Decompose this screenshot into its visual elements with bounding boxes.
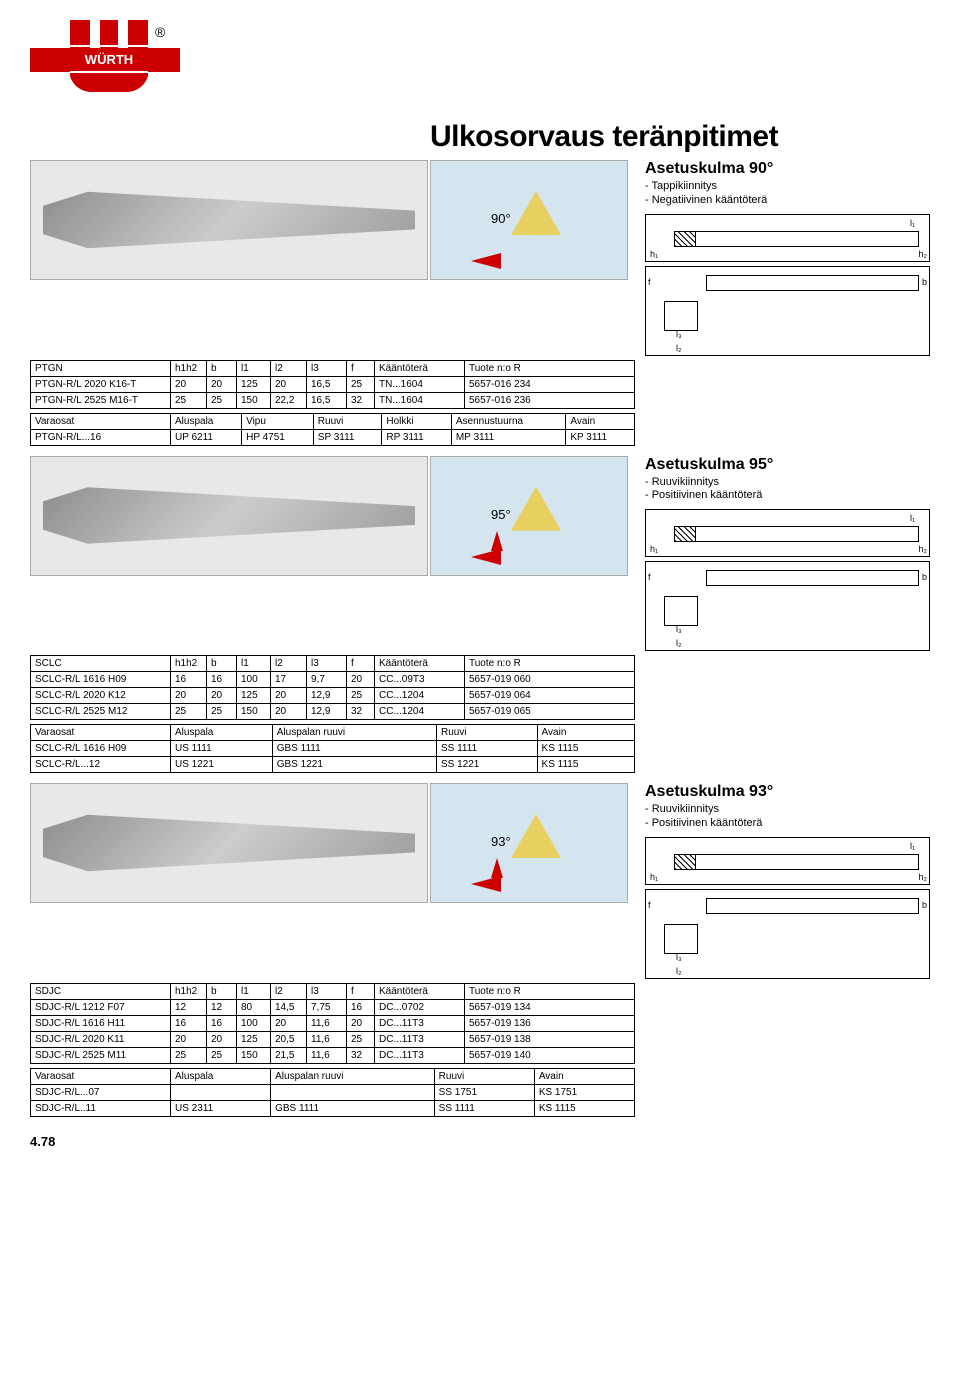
section-heading: Asetuskulma 95° xyxy=(645,456,930,474)
spec-table: SCLCh1h2bl1l2l3fKääntöteräTuote n:o RSCL… xyxy=(30,655,635,720)
table-header: Kääntöterä xyxy=(375,360,465,376)
table-header: l2 xyxy=(271,983,307,999)
section-heading: Asetuskulma 90° xyxy=(645,160,930,178)
table-header: l3 xyxy=(307,983,347,999)
bullet: - Negatiivinen kääntöterä xyxy=(645,194,930,208)
parts-table: VaraosatAluspalaAluspalan ruuviRuuviAvai… xyxy=(30,1068,635,1117)
bullet: - Tappikiinnitys xyxy=(645,180,930,194)
table-header: Varaosat xyxy=(31,1068,171,1084)
tool-photo xyxy=(30,456,428,576)
table-row: SDJC-R/L..11US 2311GBS 1111SS 1111KS 111… xyxy=(31,1100,635,1116)
angle-illustration: 90° xyxy=(430,160,628,280)
svg-text:WÜRTH: WÜRTH xyxy=(85,52,133,67)
bullet: - Ruuvikiinnitys xyxy=(645,803,930,817)
table-row: SCLC-R/L 1616 H091616100179,720CC...09T3… xyxy=(31,672,635,688)
table-row: SDJC-R/L 2525 M11252515021,511,632DC...1… xyxy=(31,1047,635,1063)
spec-table: PTGNh1h2bl1l2l3fKääntöteräTuote n:o RPTG… xyxy=(30,360,635,409)
table-header: Holkki xyxy=(382,413,451,429)
table-header: Tuote n:o R xyxy=(465,983,635,999)
bullet: - Positiivinen kääntöterä xyxy=(645,489,930,503)
table-row: PTGN-R/L 2020 K16-T20201252016,525TN...1… xyxy=(31,376,635,392)
top-diagram: fbl₃l₂ xyxy=(645,266,930,356)
table-header: Varaosat xyxy=(31,725,171,741)
registered-icon: ® xyxy=(155,24,165,40)
table-header: Avain xyxy=(566,413,635,429)
table-header: Asennustuurna xyxy=(451,413,566,429)
table-header: Ruuvi xyxy=(313,413,382,429)
table-header: f xyxy=(347,983,375,999)
table-header: Avain xyxy=(534,1068,634,1084)
table-row: SCLC-R/L 2020 K1220201252012,925CC...120… xyxy=(31,688,635,704)
table-header: h1h2 xyxy=(171,360,207,376)
table-header: Aluspalan ruuvi xyxy=(272,725,436,741)
table-header: Tuote n:o R xyxy=(465,360,635,376)
angle-illustration: 95° xyxy=(430,456,628,576)
table-header: SCLC xyxy=(31,656,171,672)
table-header: Vipu xyxy=(242,413,314,429)
table-header: b xyxy=(207,656,237,672)
table-header: l3 xyxy=(307,656,347,672)
top-diagram: fbl₃l₂ xyxy=(645,889,930,979)
table-header: Avain xyxy=(537,725,634,741)
table-header: l2 xyxy=(271,656,307,672)
table-row: SDJC-R/L...07SS 1751KS 1751 xyxy=(31,1084,635,1100)
table-header: l3 xyxy=(307,360,347,376)
table-header: f xyxy=(347,360,375,376)
tool-photo xyxy=(30,160,428,280)
table-header: Kääntöterä xyxy=(375,983,465,999)
table-header: SDJC xyxy=(31,983,171,999)
table-header: l1 xyxy=(237,983,271,999)
table-header: l1 xyxy=(237,360,271,376)
table-header: b xyxy=(207,360,237,376)
top-diagram: fbl₃l₂ xyxy=(645,561,930,651)
table-header: f xyxy=(347,656,375,672)
parts-table: VaraosatAluspalaVipuRuuviHolkkiAsennustu… xyxy=(30,413,635,446)
spec-table: SDJCh1h2bl1l2l3fKääntöteräTuote n:o RSDJ… xyxy=(30,983,635,1064)
table-header: Kääntöterä xyxy=(375,656,465,672)
table-row: SCLC-R/L 1616 H09US 1111GBS 1111SS 1111K… xyxy=(31,741,635,757)
table-row: SDJC-R/L 1616 H1116161002011,620DC...11T… xyxy=(31,1015,635,1031)
table-header: h1h2 xyxy=(171,656,207,672)
table-header: l1 xyxy=(237,656,271,672)
table-header: Aluspalan ruuvi xyxy=(271,1068,435,1084)
tool-photo xyxy=(30,783,428,903)
table-row: SCLC-R/L...12US 1221GBS 1221SS 1221KS 11… xyxy=(31,757,635,773)
table-row: SDJC-R/L 2020 K11202012520,511,625DC...1… xyxy=(31,1031,635,1047)
page-title: Ulkosorvaus teränpitimet xyxy=(430,120,930,154)
table-header: Varaosat xyxy=(31,413,171,429)
angle-illustration: 93° xyxy=(430,783,628,903)
brand-logo: WÜRTH ® xyxy=(30,20,930,100)
table-row: PTGN-R/L 2525 M16-T252515022,216,532TN..… xyxy=(31,392,635,408)
table-header: l2 xyxy=(271,360,307,376)
table-header: b xyxy=(207,983,237,999)
table-header: Tuote n:o R xyxy=(465,656,635,672)
bullet: - Positiivinen kääntöterä xyxy=(645,817,930,831)
table-header: Ruuvi xyxy=(434,1068,534,1084)
table-row: PTGN-R/L...16UP 6211HP 4751SP 3111RP 311… xyxy=(31,429,635,445)
side-diagram: l₁h₁h₂ xyxy=(645,509,930,557)
table-header: h1h2 xyxy=(171,983,207,999)
table-header: Aluspala xyxy=(171,725,273,741)
table-row: SCLC-R/L 2525 M1225251502012,932CC...120… xyxy=(31,704,635,720)
page-number: 4.78 xyxy=(30,1134,55,1149)
side-diagram: l₁h₁h₂ xyxy=(645,837,930,885)
section-heading: Asetuskulma 93° xyxy=(645,783,930,801)
side-diagram: l₁h₁h₂ xyxy=(645,214,930,262)
table-header: Aluspala xyxy=(171,1068,271,1084)
table-row: SDJC-R/L 1212 F0712128014,57,7516DC...07… xyxy=(31,999,635,1015)
table-header: Ruuvi xyxy=(436,725,537,741)
table-header: PTGN xyxy=(31,360,171,376)
table-header: Aluspala xyxy=(171,413,242,429)
bullet: - Ruuvikiinnitys xyxy=(645,476,930,490)
parts-table: VaraosatAluspalaAluspalan ruuviRuuviAvai… xyxy=(30,724,635,773)
